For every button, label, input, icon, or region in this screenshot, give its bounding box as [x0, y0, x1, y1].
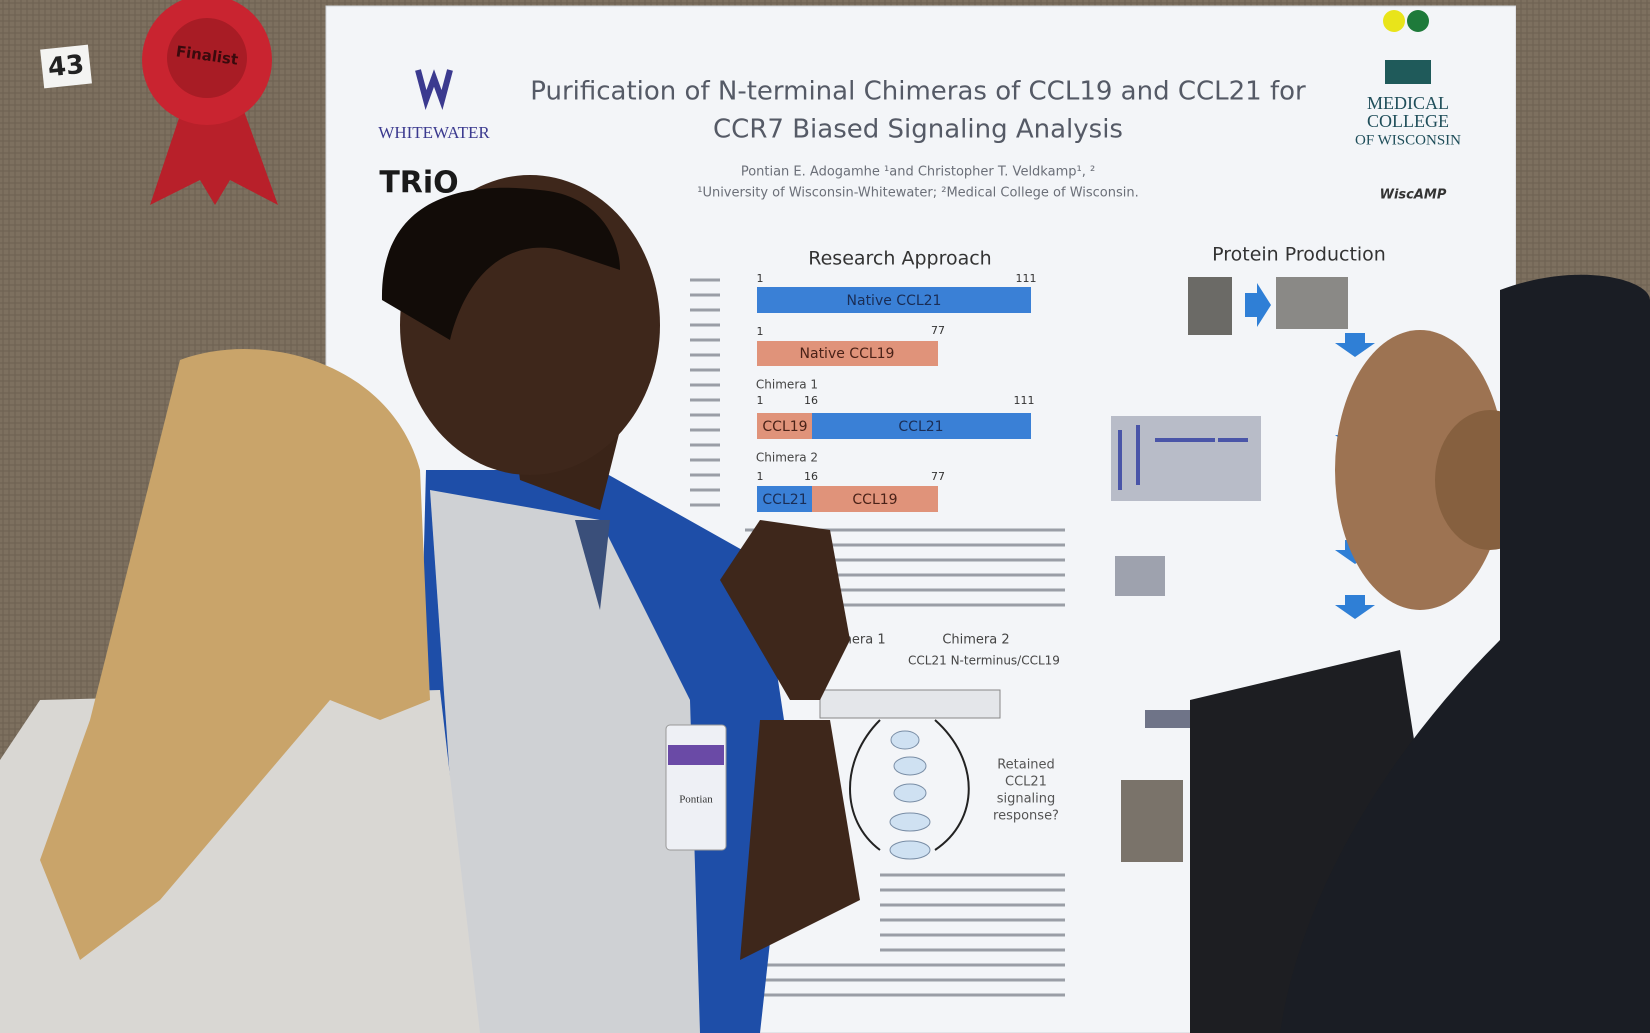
sequence-bar	[757, 341, 938, 366]
residue-number: 1	[757, 272, 764, 285]
sequence-bar	[757, 413, 812, 439]
poster-title: Purification of N-terminal Chimeras of C…	[530, 77, 1306, 107]
badge-band	[668, 745, 724, 765]
question-text: Retained	[997, 758, 1055, 773]
photo-thumb	[1121, 780, 1183, 862]
wiscamp-logo: WiscAMP	[1380, 188, 1447, 203]
residue-number: 1	[757, 394, 764, 407]
hair	[381, 187, 620, 340]
badge-name: Pontian	[679, 794, 713, 806]
bar-label: Native CCL19	[800, 346, 895, 362]
bar-label: Native CCL21	[847, 293, 942, 309]
section-heading: Protein Production	[1212, 244, 1386, 266]
residue-number: 111	[1014, 394, 1035, 407]
pathway-nodes	[889, 730, 931, 860]
mcw-logo-text: OF WISCONSIN	[1355, 132, 1461, 148]
question-text: response?	[993, 809, 1059, 824]
sequence-bar	[757, 287, 1031, 313]
sequence-bar	[757, 486, 812, 512]
residue-number: 77	[931, 324, 945, 337]
gel-image	[1111, 416, 1261, 501]
question-text: CCL21	[1005, 775, 1047, 790]
chimera-label: Chimera 1	[756, 378, 818, 392]
residue-number: 111	[1016, 272, 1037, 285]
section-heading: Research Approach	[808, 248, 991, 270]
residue-number: 1	[757, 325, 764, 338]
tie	[575, 520, 610, 610]
residue-number: 16	[804, 394, 818, 407]
photo-thumb	[1276, 277, 1348, 329]
name-badge	[665, 724, 727, 851]
photo-thumb	[1188, 277, 1232, 335]
ribbon-center	[167, 18, 247, 98]
uww-logo	[415, 69, 453, 110]
bar-label: CCL19	[762, 419, 807, 435]
trio-logo: TRiO	[379, 166, 458, 201]
affiliations: ¹University of Wisconsin-Whitewater; ²Me…	[697, 186, 1139, 201]
gel-bands	[1118, 425, 1248, 490]
mcw-logo-text: MEDICAL	[1367, 93, 1449, 113]
foreground-figure	[1280, 274, 1650, 1033]
tag-number: 43	[46, 50, 85, 84]
bar-label: CCL21	[762, 492, 807, 508]
bar-label: CCL21	[898, 419, 943, 435]
dot-green	[1407, 10, 1429, 32]
forearm	[740, 720, 860, 960]
poster-title: CCR7 Biased Signaling Analysis	[713, 115, 1123, 145]
mcw-emblem	[1385, 60, 1431, 84]
blonde-hair	[40, 349, 430, 961]
uww-logo-text: WHITEWATER	[378, 123, 490, 142]
diagram-label: CCL21 N-terminus/CCL19	[908, 654, 1060, 668]
question-text: signaling	[997, 792, 1056, 807]
residue-number: 77	[931, 470, 945, 483]
sequence-bar	[812, 413, 1031, 439]
membrane	[819, 689, 1001, 719]
authors: Pontian E. Adogamhe ¹and Christopher T. …	[741, 165, 1095, 180]
diagram-label: Chimera 2	[942, 633, 1009, 648]
dot-yellow	[1383, 10, 1405, 32]
caption-lines	[690, 278, 1065, 997]
bar-label: CCL19	[852, 492, 897, 508]
arrows	[849, 719, 970, 851]
mcw-logo-text: COLLEGE	[1367, 111, 1449, 131]
chimera-label: Chimera 2	[756, 451, 818, 465]
number-tag	[40, 44, 92, 89]
gel-image	[1115, 556, 1165, 596]
hand	[720, 520, 850, 700]
flow-arrow	[1245, 283, 1271, 327]
residue-number: 1	[757, 470, 764, 483]
sequence-bar	[812, 486, 938, 512]
residue-number: 16	[804, 470, 818, 483]
vest	[430, 490, 700, 1033]
ribbon-tails	[150, 100, 278, 205]
